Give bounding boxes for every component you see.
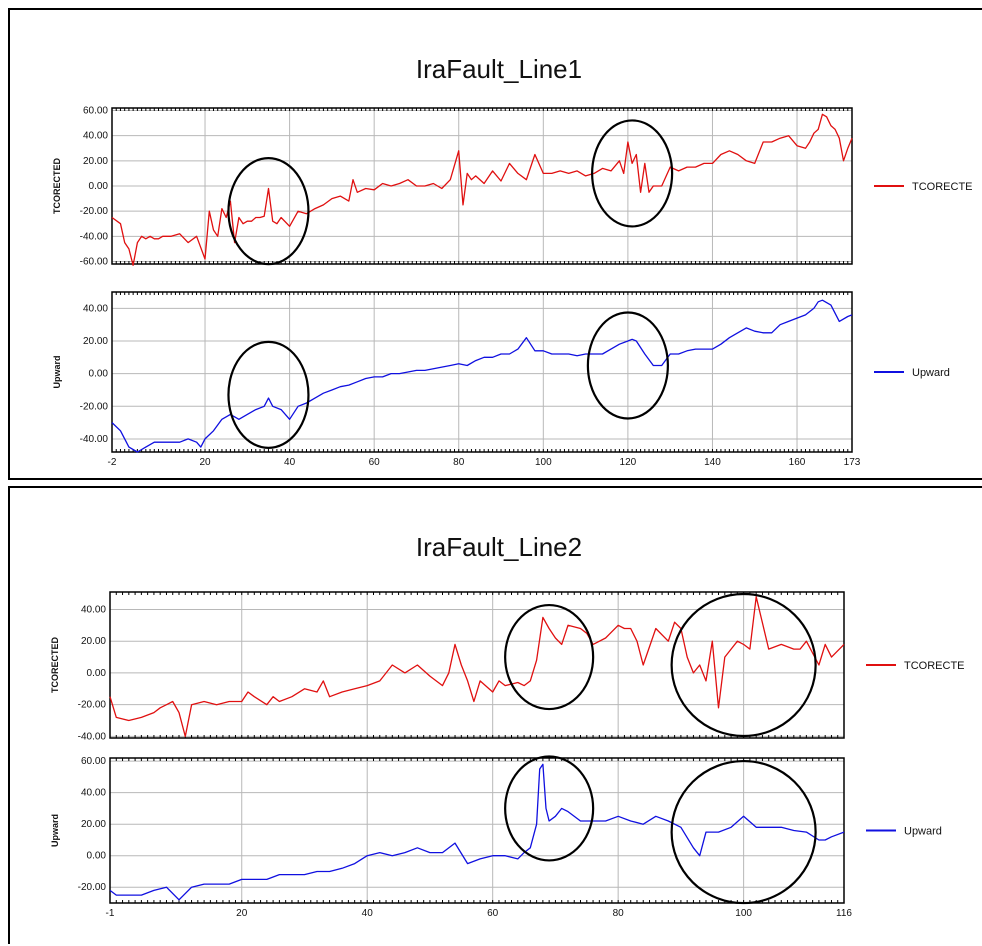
y-tick-label: 40.00 — [81, 788, 106, 799]
y-axis-title: TCORECTED — [50, 637, 60, 694]
y-tick-label: -20.00 — [80, 401, 109, 412]
y-tick-label: 0.00 — [87, 668, 107, 679]
annotation-circle — [670, 592, 817, 738]
annotation-circle — [591, 119, 674, 228]
x-tick-label: 60 — [369, 457, 381, 468]
series-line — [109, 763, 845, 901]
y-axis-title: Upward — [50, 814, 60, 847]
y-tick-label: -40.00 — [80, 434, 109, 445]
legend-label: TCORECTE — [912, 181, 973, 193]
x-tick-label: 173 — [844, 457, 861, 468]
annotation-circle — [504, 755, 595, 862]
chart-panel-line1: IraFault_Line1 60.00 40.00 20.00 0.00 -20.00… — [8, 8, 982, 480]
y-tick-label: 40.00 — [81, 604, 106, 615]
x-tick-label: 100 — [735, 908, 752, 919]
y-tick-label: 60.00 — [81, 756, 106, 767]
x-tick-label: -1 — [106, 908, 115, 919]
annotation-circle — [227, 340, 310, 449]
y-tick-label: -20.00 — [78, 882, 107, 893]
x-tick-label: 40 — [284, 457, 296, 468]
chart-svg-line1: 60.0040.0020.000.00-20.00-40.00-60.00TCO… — [52, 106, 973, 468]
x-tick-label: 20 — [199, 457, 211, 468]
x-tick-label: 140 — [704, 457, 721, 468]
x-tick-label: 100 — [535, 457, 552, 468]
x-tick-label: 40 — [362, 908, 374, 919]
y-tick-label: 20.00 — [83, 156, 108, 167]
annotation-circle — [670, 759, 817, 905]
chart-panel-line2: IraFault_Line2 40.00 20.00 0.00 -20.00 -40.0… — [8, 486, 982, 944]
x-tick-label: 80 — [453, 457, 465, 468]
annotation-circle — [504, 603, 595, 711]
series-line — [109, 596, 845, 738]
legend-label: Upward — [912, 367, 950, 379]
plot-frame — [111, 291, 853, 453]
annotation-circle — [227, 157, 310, 266]
y-axis-title: TCORECTED — [52, 158, 62, 215]
y-tick-label: -20.00 — [78, 700, 107, 711]
chart-title: IraFault_Line1 — [415, 54, 583, 84]
y-tick-label: -20.00 — [80, 206, 109, 217]
y-tick-label: 0.00 — [89, 181, 109, 192]
series-line — [111, 113, 853, 266]
x-tick-label: 20 — [236, 908, 248, 919]
y-tick-label: -40.00 — [78, 731, 107, 742]
y-tick-label: -40.00 — [80, 231, 109, 242]
legend-label: TCORECTE — [904, 660, 965, 672]
y-tick-label: 20.00 — [83, 336, 108, 347]
x-tick-label: -2 — [108, 457, 117, 468]
series-line — [111, 299, 853, 453]
x-tick-label: 116 — [836, 908, 852, 919]
legend-label: Upward — [904, 826, 942, 838]
y-tick-label: 0.00 — [87, 851, 107, 862]
y-tick-label: 40.00 — [83, 303, 108, 314]
x-tick-label: 80 — [613, 908, 625, 919]
annotation-circle — [586, 311, 669, 420]
y-tick-label: 0.00 — [89, 369, 109, 380]
y-axis-title: Upward — [52, 355, 62, 388]
chart-svg-line2: 40.00 20.00 0.00 -20.00 -40.00 TCORECTED TCORE… — [50, 591, 965, 919]
y-tick-label: -60.00 — [80, 256, 109, 267]
y-tick-label: 20.00 — [81, 636, 106, 647]
y-tick-label: 60.00 — [83, 106, 108, 117]
x-tick-label: 160 — [789, 457, 806, 468]
plot-frame — [111, 107, 853, 265]
plot-frame — [109, 591, 845, 739]
x-tick-label: 60 — [487, 908, 499, 919]
y-tick-label: 20.00 — [81, 819, 106, 830]
x-tick-label: 120 — [620, 457, 637, 468]
chart-title: IraFault_Line2 — [415, 532, 583, 562]
y-tick-label: 40.00 — [83, 131, 108, 142]
plot-frame — [109, 757, 845, 904]
